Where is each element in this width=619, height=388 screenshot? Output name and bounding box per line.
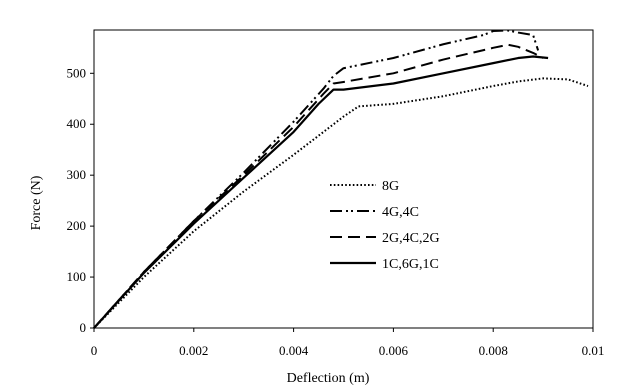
series-line-1c-6g-1c	[93, 55, 549, 329]
legend-label: 2G,4C,2G	[382, 231, 440, 246]
y-tick-label: 200	[67, 218, 87, 233]
x-tick-label: 0.004	[279, 343, 309, 358]
series-line-4g-4c	[93, 29, 540, 329]
y-axis: 0 100 200 300 400 500	[67, 65, 94, 335]
legend: 8G 4G,4C 2G,4C,2G 1C,6G,1C	[330, 179, 440, 272]
y-tick-label: 0	[80, 320, 87, 335]
y-tick-label: 500	[67, 65, 87, 80]
x-axis-label: Deflection (m)	[287, 371, 370, 386]
legend-label: 4G,4C	[382, 205, 419, 220]
x-tick-label: 0.008	[479, 343, 508, 358]
series-line-2g-4c-2g	[93, 43, 544, 329]
x-tick-label: 0	[91, 343, 98, 358]
legend-label: 8G	[382, 179, 399, 194]
y-axis-label: Force (N)	[29, 175, 44, 230]
x-axis: 0 0.002 0.004 0.006 0.008 0.01	[91, 328, 605, 358]
series-line-8g	[93, 77, 589, 329]
plot-area	[93, 29, 594, 329]
x-tick-label: 0.01	[582, 343, 605, 358]
legend-label: 1C,6G,1C	[382, 257, 439, 272]
y-tick-label: 400	[67, 116, 87, 131]
x-tick-label: 0.002	[179, 343, 208, 358]
y-tick-label: 300	[67, 167, 87, 182]
x-tick-label: 0.006	[379, 343, 409, 358]
plot-border	[93, 29, 594, 329]
series-lines	[93, 29, 589, 329]
y-tick-label: 100	[67, 269, 87, 284]
